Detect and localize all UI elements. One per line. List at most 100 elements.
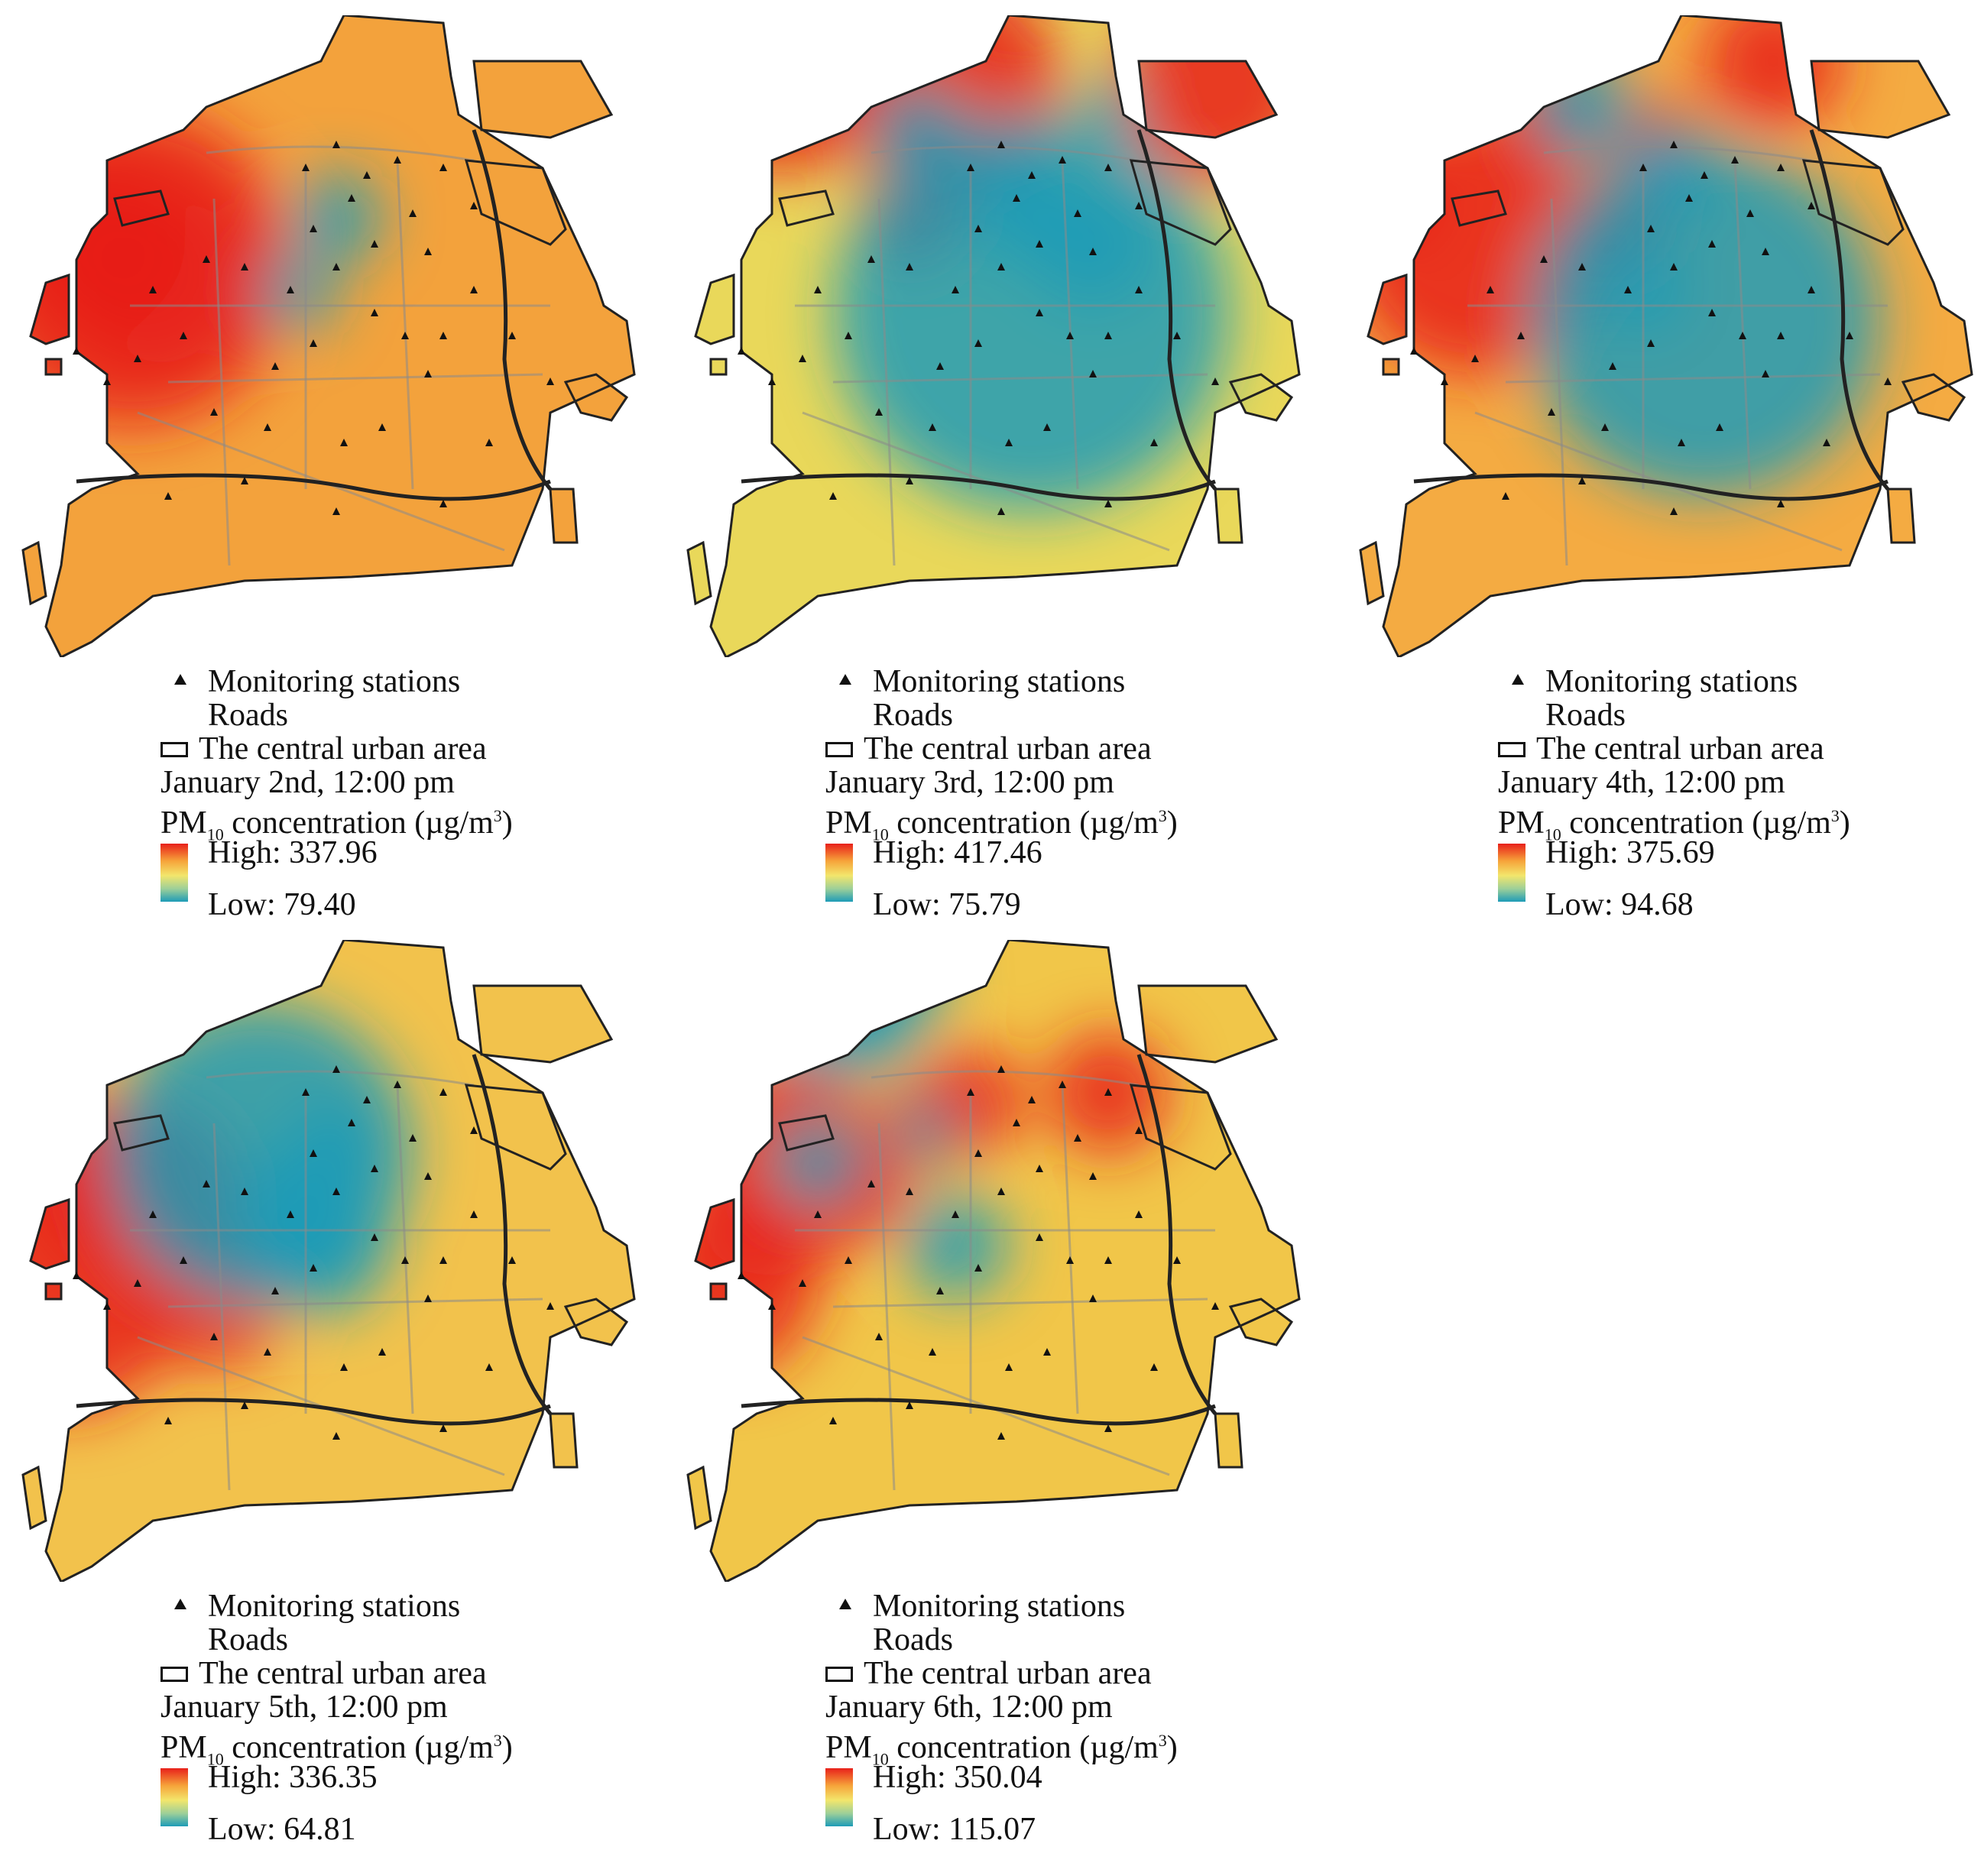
district-outline [1129,159,1232,246]
district-outline [472,60,614,139]
district-outline [1810,60,1951,139]
district-outline [709,358,728,376]
monitoring-station-marker [1028,1096,1036,1103]
monitoring-station-marker [1036,240,1043,248]
concentration-title: PM10 concentration (µg/m3) [825,805,1178,844]
monitoring-station-marker [974,1149,982,1157]
monitoring-station-marker [1823,439,1830,446]
legend-jan-4: Monitoring stations Roads The central ur… [1498,665,1972,922]
high-value: High: 336.35 [208,1760,378,1795]
district-outline [44,358,63,376]
map-date: January 3rd, 12:00 pm [825,765,1114,800]
pm10-map-jan-4 [1359,15,1973,657]
monitoring-station-marker [1104,500,1112,507]
map-panel-jan-5: Monitoring stations Roads The central ur… [15,940,642,1857]
monitoring-station-marker [1135,1126,1143,1134]
monitoring-station-marker [241,1187,248,1195]
monitoring-station-marker [424,1294,432,1302]
monitoring-station-marker [241,477,248,484]
monitoring-station-marker [332,263,340,271]
monitoring-station-marker [1036,1233,1043,1241]
concentration-title: PM10 concentration (µg/m3) [160,1730,513,1769]
monitoring-station-marker [799,355,806,362]
monitoring-station-marker [424,370,432,377]
road-line [212,198,231,566]
pm10-map-jan-5 [21,940,636,1582]
station-triangle-icon [174,674,186,685]
monitoring-station-marker [875,408,883,416]
monitoring-station-marker [332,507,340,515]
ring-road [1809,129,1889,491]
monitoring-station-marker [1036,1165,1043,1172]
station-triangle-icon [174,1599,186,1609]
road-line [1061,160,1079,490]
legend-stations-row: Monitoring stations [825,1589,1299,1623]
district-outline [1801,159,1905,246]
high-value: High: 375.69 [1545,835,1715,870]
monitoring-station-marker [1104,1424,1112,1432]
monitoring-station-marker [363,171,371,179]
district-outline [778,190,835,227]
road-line [167,1298,543,1308]
monitoring-station-marker [409,1134,417,1142]
color-ramp: High: 336.35 Low: 64.81 [160,1760,634,1846]
monitoring-station-marker [546,1302,554,1310]
monitoring-station-marker [974,339,982,347]
district-outline [549,488,579,544]
monitoring-station-marker [371,1233,378,1241]
monitoring-station-marker [134,1279,141,1287]
monitoring-station-marker [1135,1210,1143,1218]
monitoring-station-marker [1043,423,1051,431]
monitoring-station-marker [875,1333,883,1340]
monitoring-station-marker [1746,209,1754,217]
monitoring-station-marker [1808,202,1815,209]
monitoring-station-marker [1716,423,1723,431]
legend-area-row: The central urban area [160,732,634,766]
district-outline [694,1197,735,1270]
monitoring-station-marker [1211,1302,1219,1310]
monitoring-station-marker [271,362,279,370]
district-outline [549,1412,579,1469]
low-value: Low: 94.68 [1545,887,1694,922]
monitoring-station-marker [371,240,378,248]
legend-jan-3: Monitoring stations Roads The central ur… [825,665,1299,922]
monitoring-station-marker [1670,507,1678,515]
monitoring-station-marker [1150,439,1158,446]
monitoring-station-marker [738,347,745,355]
monitoring-station-marker [906,1401,913,1409]
legend-area-row: The central urban area [1498,732,1972,766]
legend-stations-row: Monitoring stations [1498,665,1972,698]
monitoring-station-marker [439,332,447,339]
monitoring-station-marker [310,339,317,347]
monitoring-station-marker [1624,286,1632,293]
monitoring-station-marker [103,377,111,385]
monitoring-station-marker [867,255,875,263]
color-ramp-bar [1498,844,1525,902]
monitoring-station-marker [1670,263,1678,271]
monitoring-station-marker [149,286,157,293]
monitoring-station-marker [967,164,974,171]
monitoring-station-marker [271,1287,279,1294]
monitoring-station-marker [210,408,218,416]
monitoring-station-marker [906,477,913,484]
monitoring-station-marker [1609,362,1616,370]
monitoring-station-marker [485,439,493,446]
monitoring-station-marker [470,202,478,209]
legend-area-row: The central urban area [825,732,1299,766]
monitoring-station-marker [1089,1294,1097,1302]
monitoring-station-marker [340,439,348,446]
monitoring-station-marker [348,194,355,202]
concentration-title: PM10 concentration (µg/m3) [825,1730,1178,1769]
monitoring-station-marker [1043,1348,1051,1356]
ring-road [741,473,1216,501]
district-outline [1451,190,1507,227]
legend-stations-row: Monitoring stations [160,665,634,698]
road-line [832,1298,1208,1308]
monitoring-station-marker [371,1165,378,1172]
monitoring-station-marker [264,423,271,431]
legend-area-label: The central urban area [864,731,1152,766]
legend-jan-2: Monitoring stations Roads The central ur… [160,665,634,922]
monitoring-station-marker [997,1187,1005,1195]
monitoring-station-marker [799,1279,806,1287]
low-value: Low: 75.79 [873,887,1021,922]
